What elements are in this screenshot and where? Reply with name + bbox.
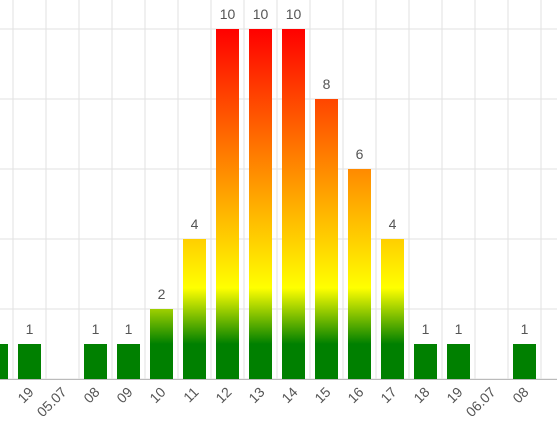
x-tick-label: 18 [410,384,432,406]
data-label: 10 [220,6,236,22]
data-label: 8 [323,76,331,92]
data-label: 4 [389,216,397,232]
bar [0,344,8,379]
bar [282,29,305,379]
bar [513,344,536,379]
data-label: 4 [191,216,199,232]
data-label: 6 [356,146,364,162]
data-label: 10 [286,6,302,22]
data-label: 1 [422,321,430,337]
data-label: 1 [26,321,34,337]
x-tick-label: 09 [113,384,135,406]
x-tick-label: 19 [443,384,465,406]
bar [183,239,206,379]
x-tick-label: 10 [146,384,168,406]
x-tick-label: 06.07 [463,384,499,420]
data-label: 1 [125,321,133,337]
x-tick-label: 11 [180,384,202,406]
x-tick-label: 08 [80,384,102,406]
bar [315,99,338,379]
bar [117,344,140,379]
x-tick-label: 12 [212,384,234,406]
bar [150,309,173,379]
bar [381,239,404,379]
data-label: 1 [521,321,529,337]
bar [84,344,107,379]
x-tick-label: 17 [377,384,399,406]
x-tick-label: 19 [14,384,36,406]
x-tick-label: 14 [278,384,300,406]
data-label: 1 [0,321,1,337]
x-tick-label: 13 [245,384,267,406]
data-label: 1 [92,321,100,337]
bar [447,344,470,379]
data-label: 1 [455,321,463,337]
data-label: 10 [253,6,269,22]
bar [348,169,371,379]
x-tick-label: 05.07 [34,384,70,420]
bar [18,344,41,379]
data-label: 2 [158,286,166,302]
x-tick-label: 15 [311,384,333,406]
x-tick-label: 16 [344,384,366,406]
x-tick-label: 08 [509,384,531,406]
bar [249,29,272,379]
bar [216,29,239,379]
bar [414,344,437,379]
